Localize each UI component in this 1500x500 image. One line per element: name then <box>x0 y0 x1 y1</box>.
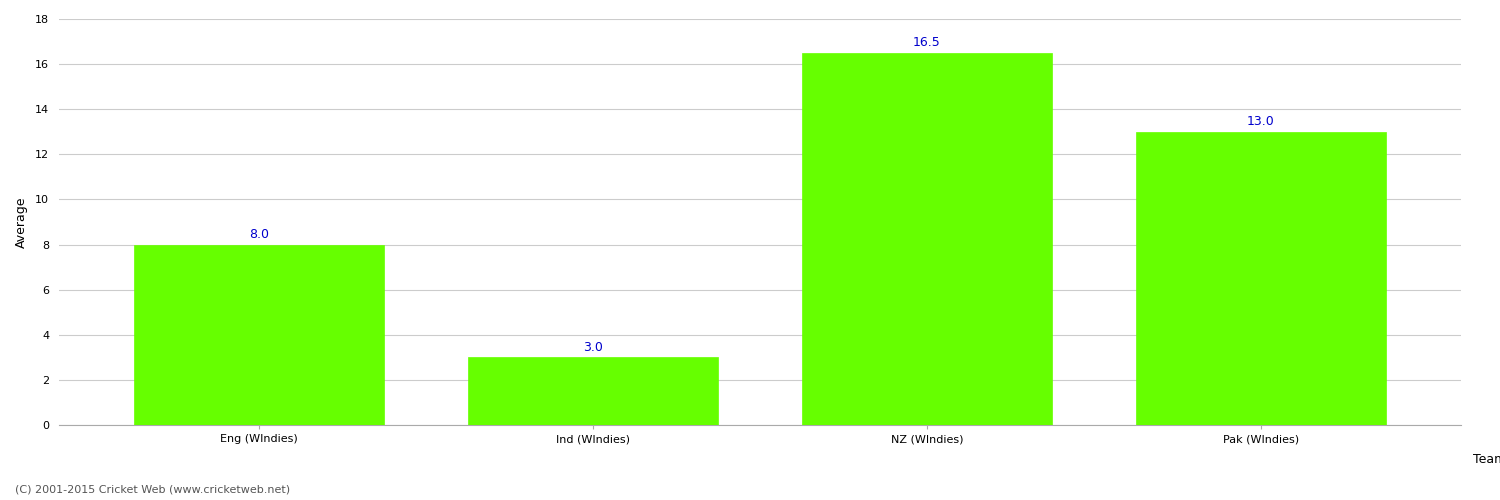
Bar <box>134 244 384 425</box>
Bar <box>1136 132 1386 425</box>
Text: 3.0: 3.0 <box>584 341 603 354</box>
Text: (C) 2001-2015 Cricket Web (www.cricketweb.net): (C) 2001-2015 Cricket Web (www.cricketwe… <box>15 485 290 495</box>
Y-axis label: Average: Average <box>15 196 28 248</box>
Bar <box>468 358 718 425</box>
Text: 16.5: 16.5 <box>914 36 940 50</box>
Text: 8.0: 8.0 <box>249 228 268 241</box>
X-axis label: Team: Team <box>1473 454 1500 466</box>
Bar <box>802 53 1052 425</box>
Text: 13.0: 13.0 <box>1246 116 1275 128</box>
